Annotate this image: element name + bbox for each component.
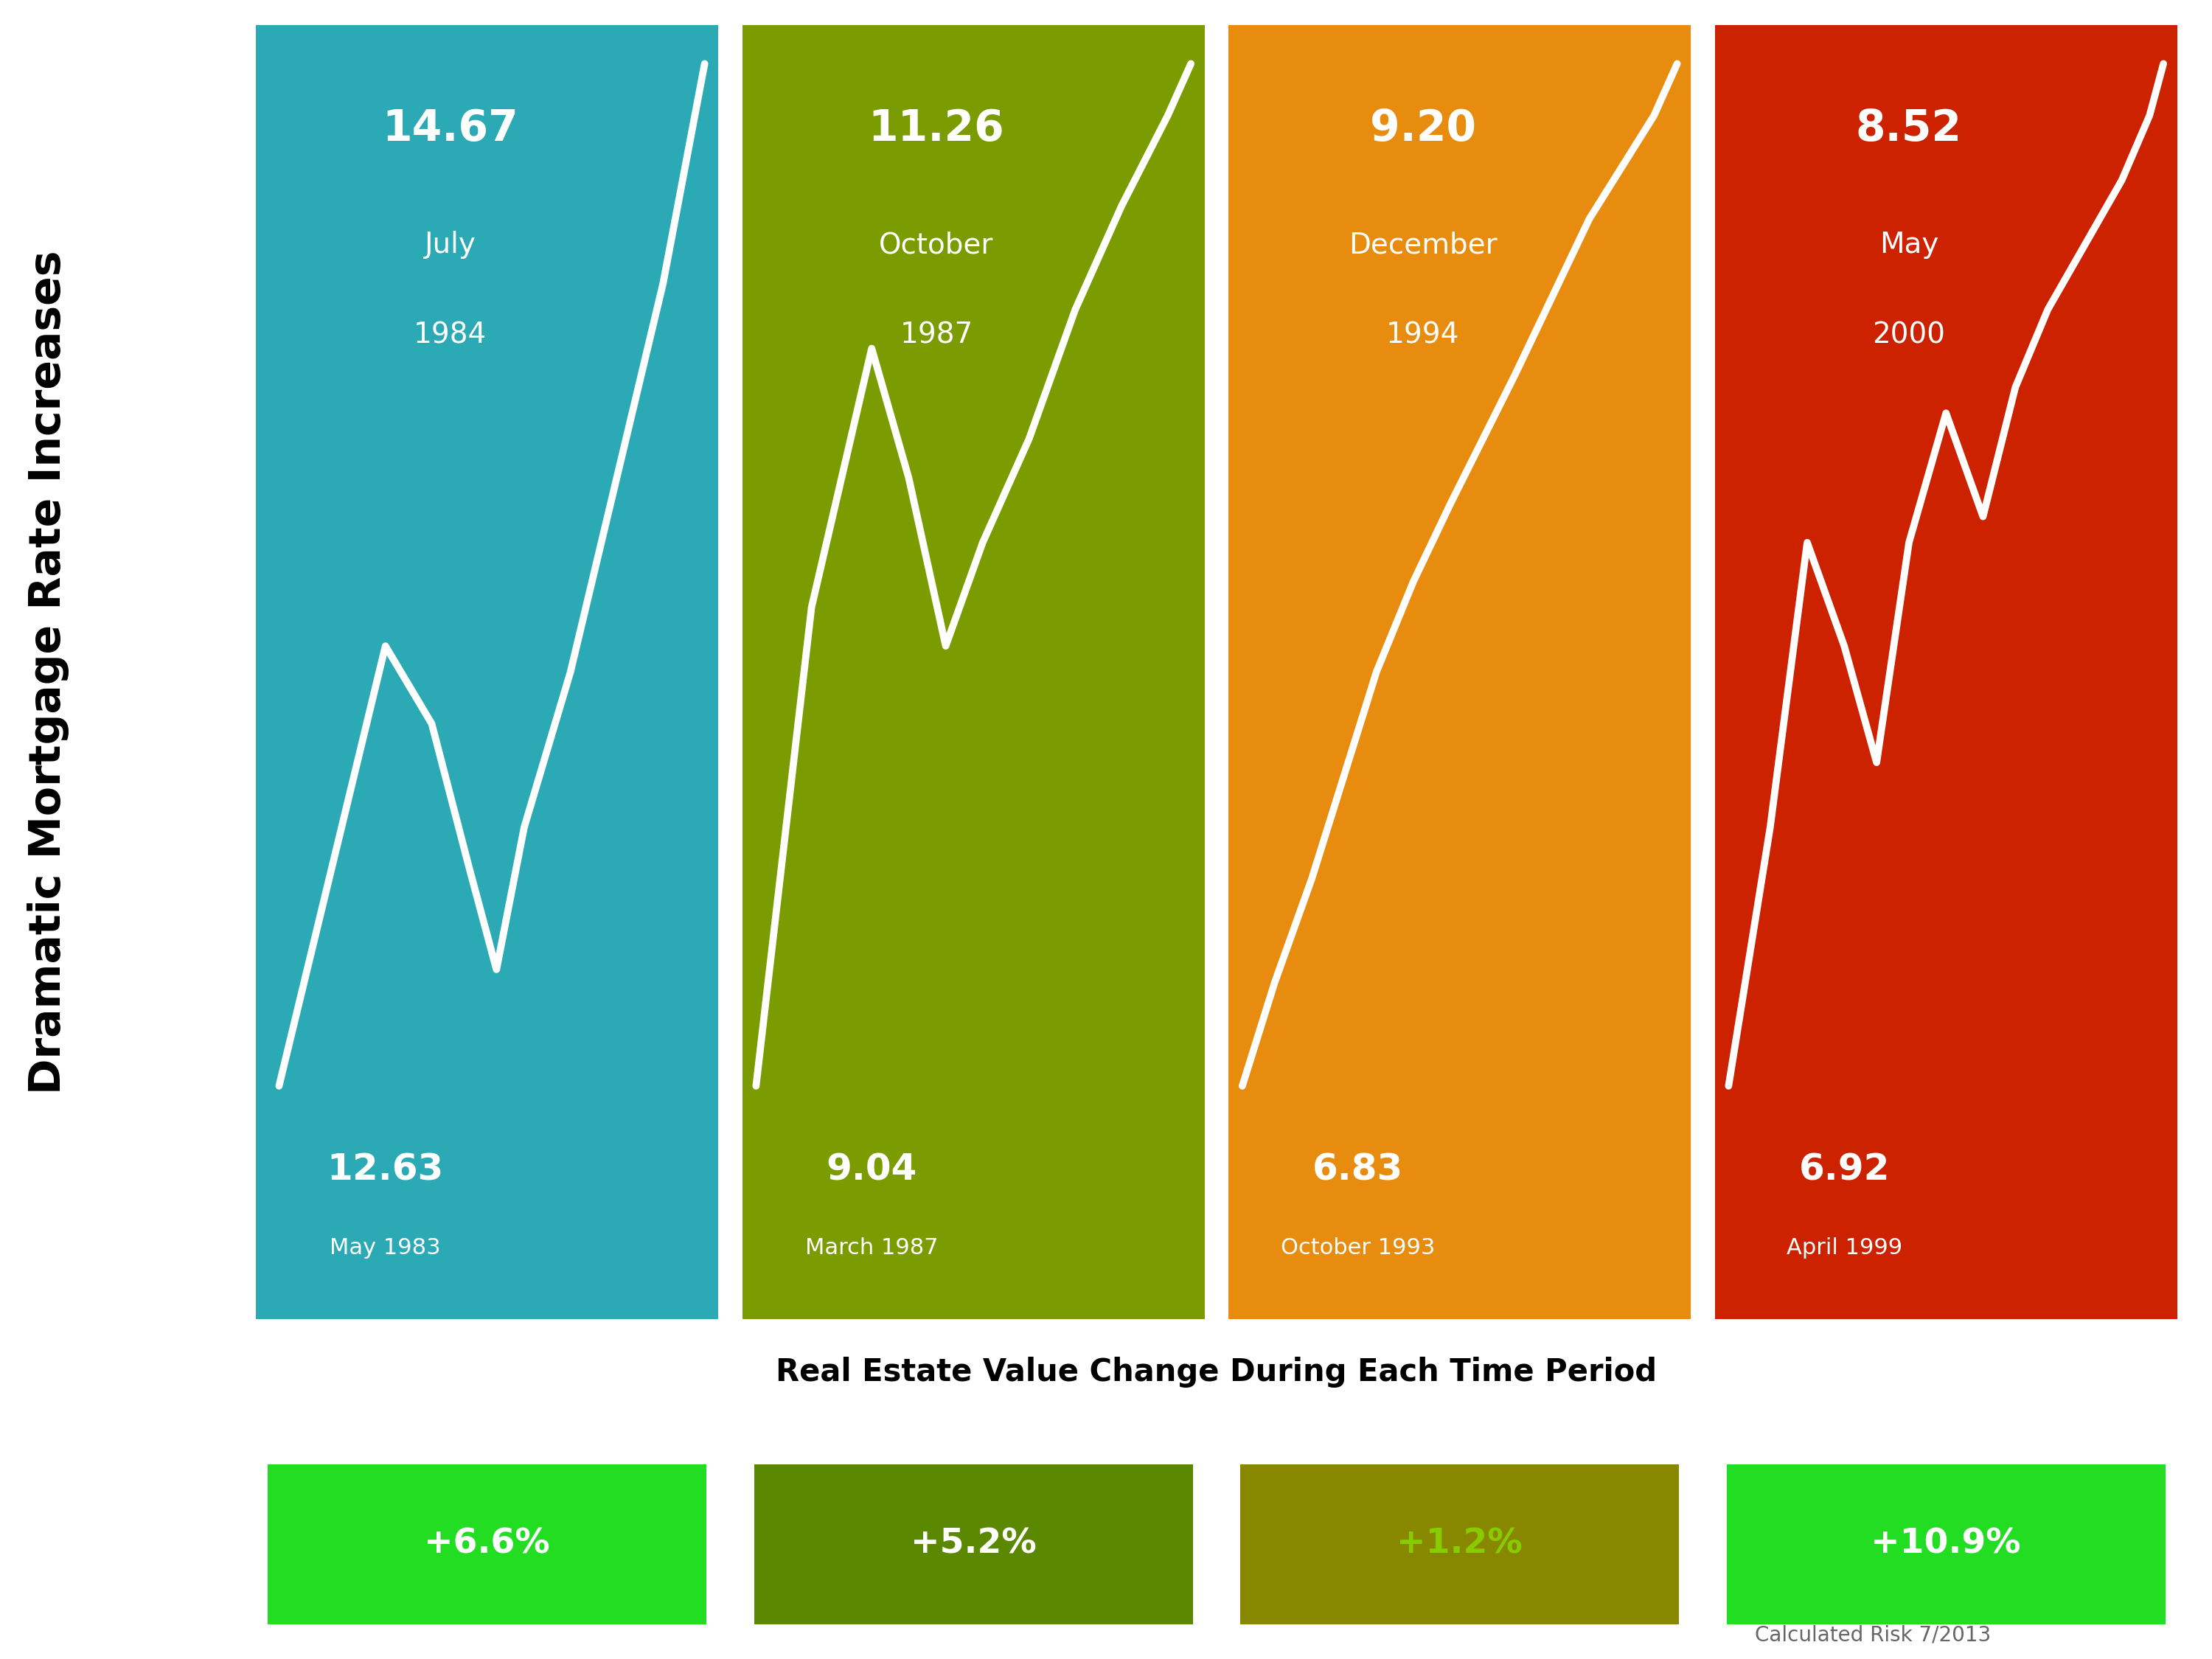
Text: +5.2%: +5.2% <box>911 1528 1037 1561</box>
Text: +6.6%: +6.6% <box>425 1528 551 1561</box>
Text: 2000: 2000 <box>1874 322 1947 350</box>
Text: March 1987: March 1987 <box>805 1238 938 1259</box>
Text: April 1999: April 1999 <box>1787 1238 1902 1259</box>
Text: 12.63: 12.63 <box>327 1153 445 1188</box>
Text: 1987: 1987 <box>900 322 973 350</box>
Text: 6.83: 6.83 <box>1312 1153 1402 1188</box>
Text: +10.9%: +10.9% <box>1871 1528 2022 1561</box>
Text: Real Estate Value Change During Each Time Period: Real Estate Value Change During Each Tim… <box>776 1357 1657 1389</box>
Bar <box>743 25 1206 1319</box>
Text: May 1983: May 1983 <box>330 1238 440 1259</box>
Bar <box>1228 25 1690 1319</box>
Text: 1984: 1984 <box>414 322 487 350</box>
Text: May: May <box>1880 231 1938 259</box>
Bar <box>1728 1465 2166 1624</box>
Text: 9.04: 9.04 <box>827 1153 918 1188</box>
Text: July: July <box>425 231 476 259</box>
Text: Dramatic Mortgage Rate Increases: Dramatic Mortgage Rate Increases <box>27 251 71 1093</box>
Text: October 1993: October 1993 <box>1281 1238 1436 1259</box>
Bar <box>268 1465 706 1624</box>
Text: 14.67: 14.67 <box>383 108 518 149</box>
Text: 6.92: 6.92 <box>1798 1153 1889 1188</box>
Text: 9.20: 9.20 <box>1369 108 1475 149</box>
Bar <box>257 25 719 1319</box>
Text: +1.2%: +1.2% <box>1396 1528 1522 1561</box>
Text: 11.26: 11.26 <box>869 108 1004 149</box>
Text: October: October <box>878 231 993 259</box>
Text: December: December <box>1349 231 1498 259</box>
Bar <box>1241 1465 1679 1624</box>
Bar <box>1714 25 2177 1319</box>
Bar <box>754 1465 1192 1624</box>
Text: 8.52: 8.52 <box>1856 108 1962 149</box>
Text: Calculated Risk 7/2013: Calculated Risk 7/2013 <box>1754 1626 1991 1646</box>
Text: 1994: 1994 <box>1387 322 1460 350</box>
